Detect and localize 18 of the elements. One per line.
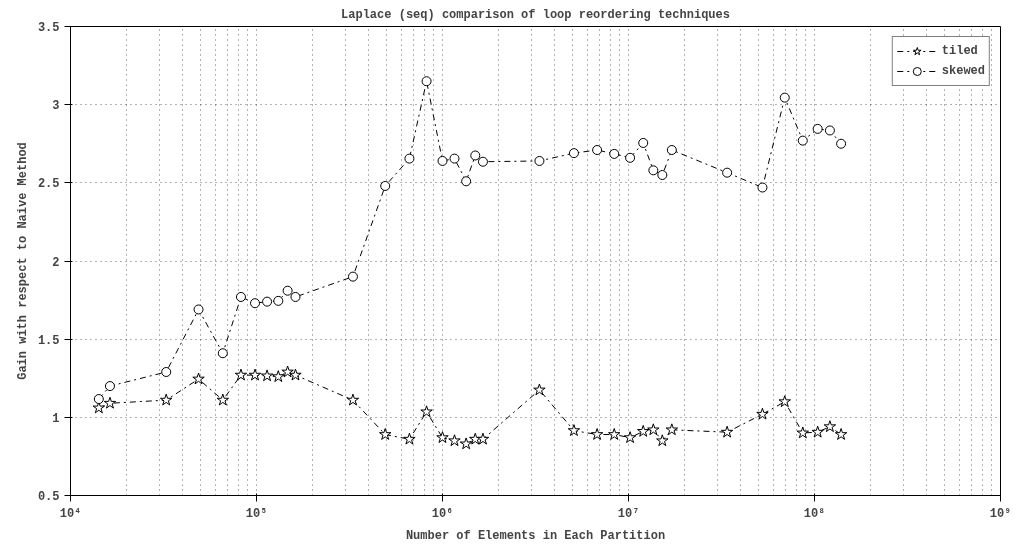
x-tick-label: 10⁶ [431, 506, 454, 521]
x-tick-label: 10⁷ [617, 506, 640, 521]
y-tick-label: 3.5 [37, 21, 60, 35]
x-tick-label: 10⁹ [989, 506, 1012, 521]
x-axis-title: Number of Elements in Each Partition [405, 528, 666, 543]
y-tick-label: 1 [52, 411, 60, 426]
y-tick-label: 2.5 [37, 177, 60, 192]
legend-label: tiled [941, 44, 978, 58]
chart-title: Laplace (seq) comparison of loop reordering techniques [341, 7, 730, 22]
x-tick-label: 10⁸ [803, 506, 826, 521]
y-tick-label: 2 [52, 255, 60, 270]
y-axis-title: Gain with respect to Naive Method [15, 142, 30, 380]
legend-label: skewed [941, 64, 985, 78]
y-tick-label: 1.5 [37, 333, 60, 348]
x-tick-label: 10⁵ [245, 506, 268, 521]
x-tick-label: 10⁴ [59, 506, 82, 521]
y-tick-label: 3 [52, 99, 60, 114]
y-tick-label: 0.5 [37, 490, 60, 504]
